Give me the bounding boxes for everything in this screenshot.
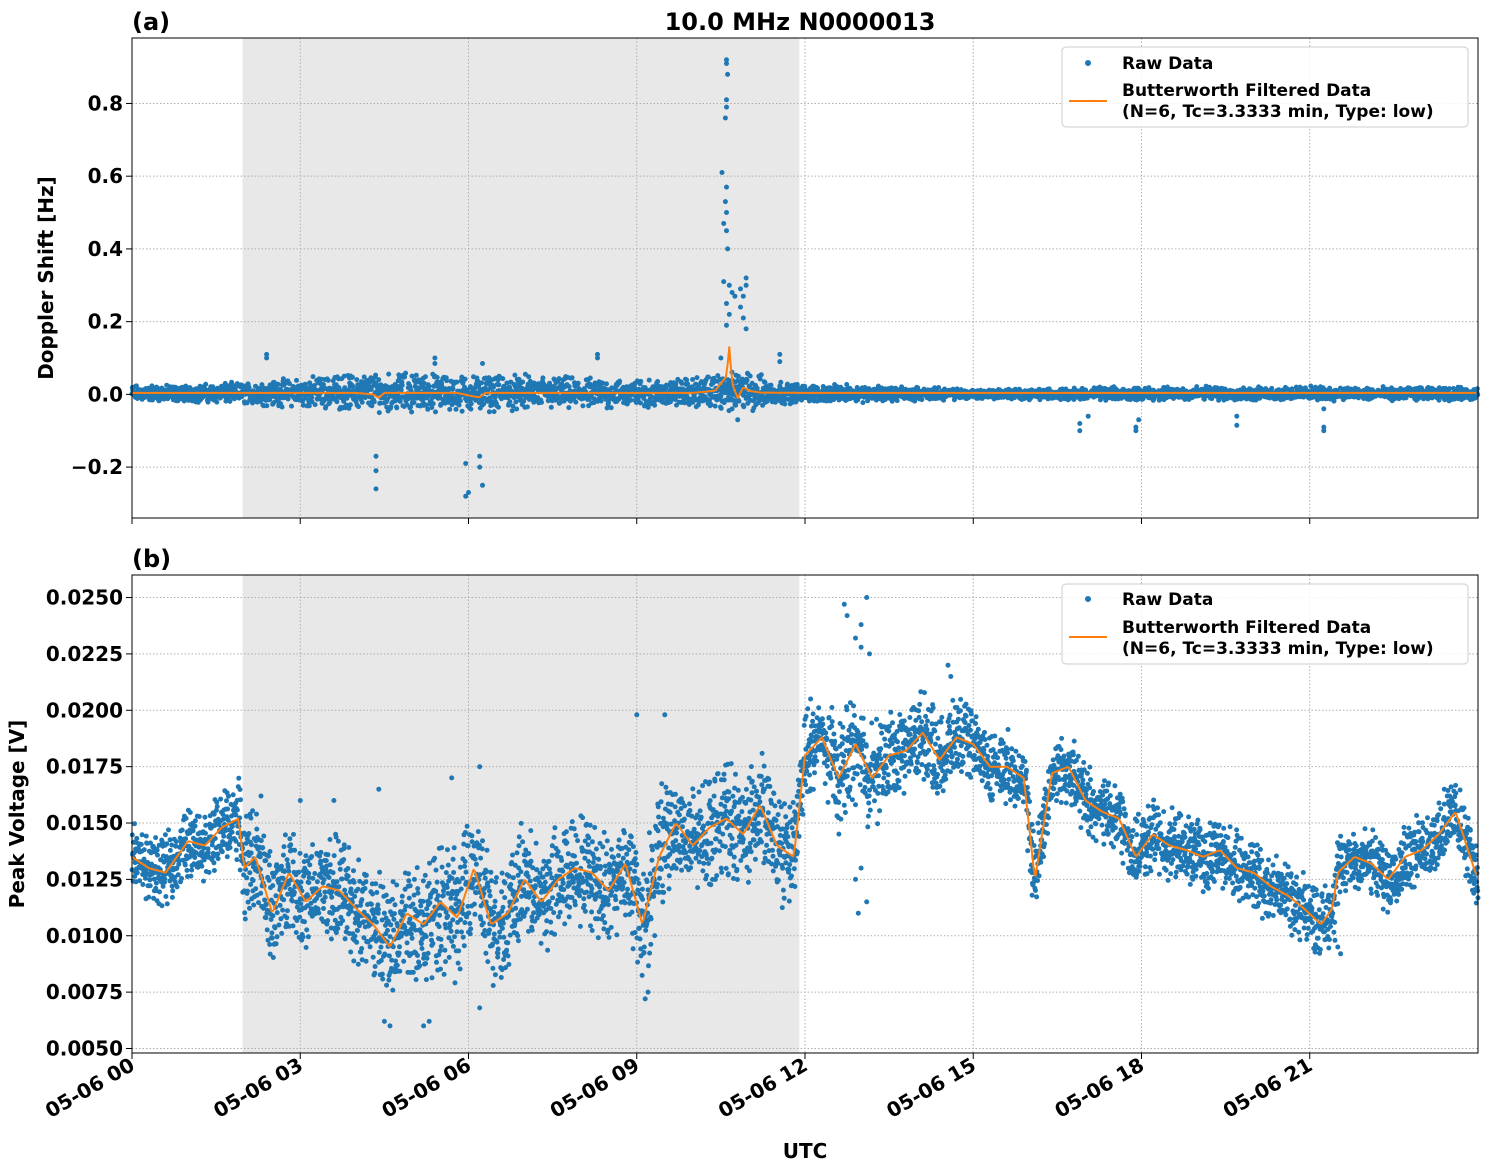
panel-b-y-ticks: 0.0050 0.0075 0.0100 0.0125 0.0150 0.0175 0.02…	[46, 586, 132, 1060]
y-tick-label: 0.0050	[46, 1036, 123, 1060]
y-tick-label: 0.0125	[46, 867, 123, 891]
night-shade-band	[242, 38, 800, 518]
x-tick-label: 05-06 21	[1219, 1053, 1317, 1123]
panel-b-legend-filtered: Butterworth Filtered Data	[1122, 618, 1371, 638]
panel-b-legend-raw-marker	[1085, 596, 1091, 602]
panel-b-legend-box	[1061, 583, 1469, 665]
y-tick-label: −0.2	[71, 455, 123, 479]
panel-a-legend: Raw Data Butterworth Filtered Data (N=6,…	[1061, 46, 1469, 128]
y-tick-label: 0.0075	[46, 980, 123, 1004]
y-tick-label: 0.0225	[46, 642, 123, 666]
y-tick-label: 0.0150	[46, 811, 123, 835]
x-tick-label: 05-06 15	[882, 1053, 980, 1123]
panel-b-legend-raw: Raw Data	[1122, 590, 1213, 610]
x-tick-label: 05-06 12	[714, 1053, 812, 1123]
x-tick-label: 05-06 09	[546, 1053, 644, 1123]
panel-b-y-axis-label: Peak Voltage [V]	[5, 720, 29, 909]
panel-a-legend-raw-marker	[1085, 60, 1091, 66]
panel-a-x-ticks	[131, 518, 1311, 524]
panel-a-doppler-shift: −0.2 0.0 0.2 0.4 0.6 0.8 (a) 10.0 MHz N000001…	[34, 8, 1481, 524]
panel-b-label: (b)	[132, 545, 171, 573]
panel-b-x-ticks: 05-06 00 05-06 03 05-06 06 05-06 09 05-06 12…	[41, 1053, 1316, 1123]
panel-b-peak-voltage: 0.0050 0.0075 0.0100 0.0125 0.0150 0.0175 0.02…	[5, 545, 1481, 1163]
x-tick-label: 05-06 00	[41, 1053, 139, 1123]
y-tick-label: 0.2	[88, 310, 123, 334]
y-tick-label: 0.0100	[46, 924, 123, 948]
panel-a-filtered-line	[132, 346, 1477, 399]
x-tick-label: 05-06 03	[209, 1053, 307, 1123]
y-tick-label: 0.4	[88, 237, 123, 261]
y-tick-label: 0.0250	[46, 586, 123, 610]
y-tick-label: 0.0	[88, 382, 123, 406]
panel-a-legend-box	[1061, 46, 1469, 128]
panel-b-night-shading	[242, 575, 800, 1053]
panel-b-filtered-line	[131, 731, 1478, 948]
panel-b-legend-filtered-params: (N=6, Tc=3.3333 min, Type: low)	[1122, 639, 1434, 659]
y-tick-label: 0.0200	[46, 698, 123, 722]
y-tick-label: 0.8	[88, 91, 123, 115]
panel-a-legend-raw: Raw Data	[1122, 54, 1213, 74]
panel-b-legend: Raw Data Butterworth Filtered Data (N=6,…	[1061, 583, 1469, 665]
panel-a-legend-filtered: Butterworth Filtered Data	[1122, 81, 1371, 101]
filtered-data-line	[132, 346, 1477, 399]
panel-a-y-ticks: −0.2 0.0 0.2 0.4 0.6 0.8	[71, 91, 132, 479]
x-tick-label: 05-06 18	[1050, 1053, 1148, 1123]
panel-a-night-shading	[242, 38, 800, 518]
y-tick-label: 0.6	[88, 164, 123, 188]
filtered-data-line	[131, 731, 1478, 948]
y-tick-label: 0.0175	[46, 755, 123, 779]
x-tick-label: 05-06 06	[377, 1053, 475, 1123]
x-axis-label: UTC	[783, 1139, 828, 1163]
figure-title: 10.0 MHz N0000013	[665, 8, 936, 36]
panel-a-y-axis-label: Doppler Shift [Hz]	[34, 176, 58, 380]
panel-a-label: (a)	[132, 8, 170, 36]
panel-a-legend-filtered-params: (N=6, Tc=3.3333 min, Type: low)	[1122, 102, 1434, 122]
night-shade-band	[242, 575, 800, 1053]
